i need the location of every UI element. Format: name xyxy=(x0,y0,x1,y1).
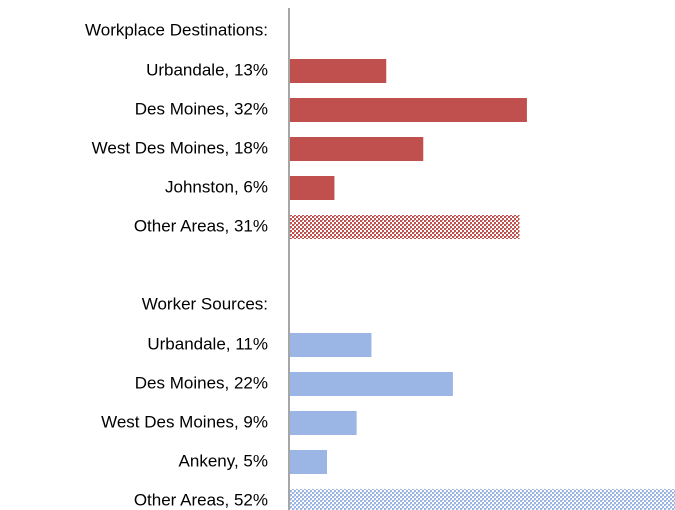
bar xyxy=(290,411,357,435)
category-label: Des Moines, 32% xyxy=(135,99,268,118)
bar xyxy=(290,450,328,474)
bar xyxy=(290,372,453,396)
group-title: Workplace Destinations: xyxy=(85,20,268,39)
bar xyxy=(290,333,372,357)
category-label: Ankeny, 5% xyxy=(179,451,268,470)
category-label: West Des Moines, 9% xyxy=(101,412,268,431)
category-label: Des Moines, 22% xyxy=(135,373,268,392)
category-label: Other Areas, 31% xyxy=(134,216,268,235)
bar xyxy=(290,176,335,200)
bar xyxy=(290,489,675,510)
bar xyxy=(290,98,527,122)
category-label: West Des Moines, 18% xyxy=(92,138,268,157)
bar xyxy=(290,137,424,161)
bar xyxy=(290,59,387,83)
category-label: Urbandale, 11% xyxy=(147,334,268,353)
group-title: Worker Sources: xyxy=(142,294,268,313)
bar xyxy=(290,215,520,239)
category-label: Urbandale, 13% xyxy=(146,60,268,79)
category-label: Other Areas, 52% xyxy=(134,490,268,509)
category-label: Johnston, 6% xyxy=(165,177,268,196)
